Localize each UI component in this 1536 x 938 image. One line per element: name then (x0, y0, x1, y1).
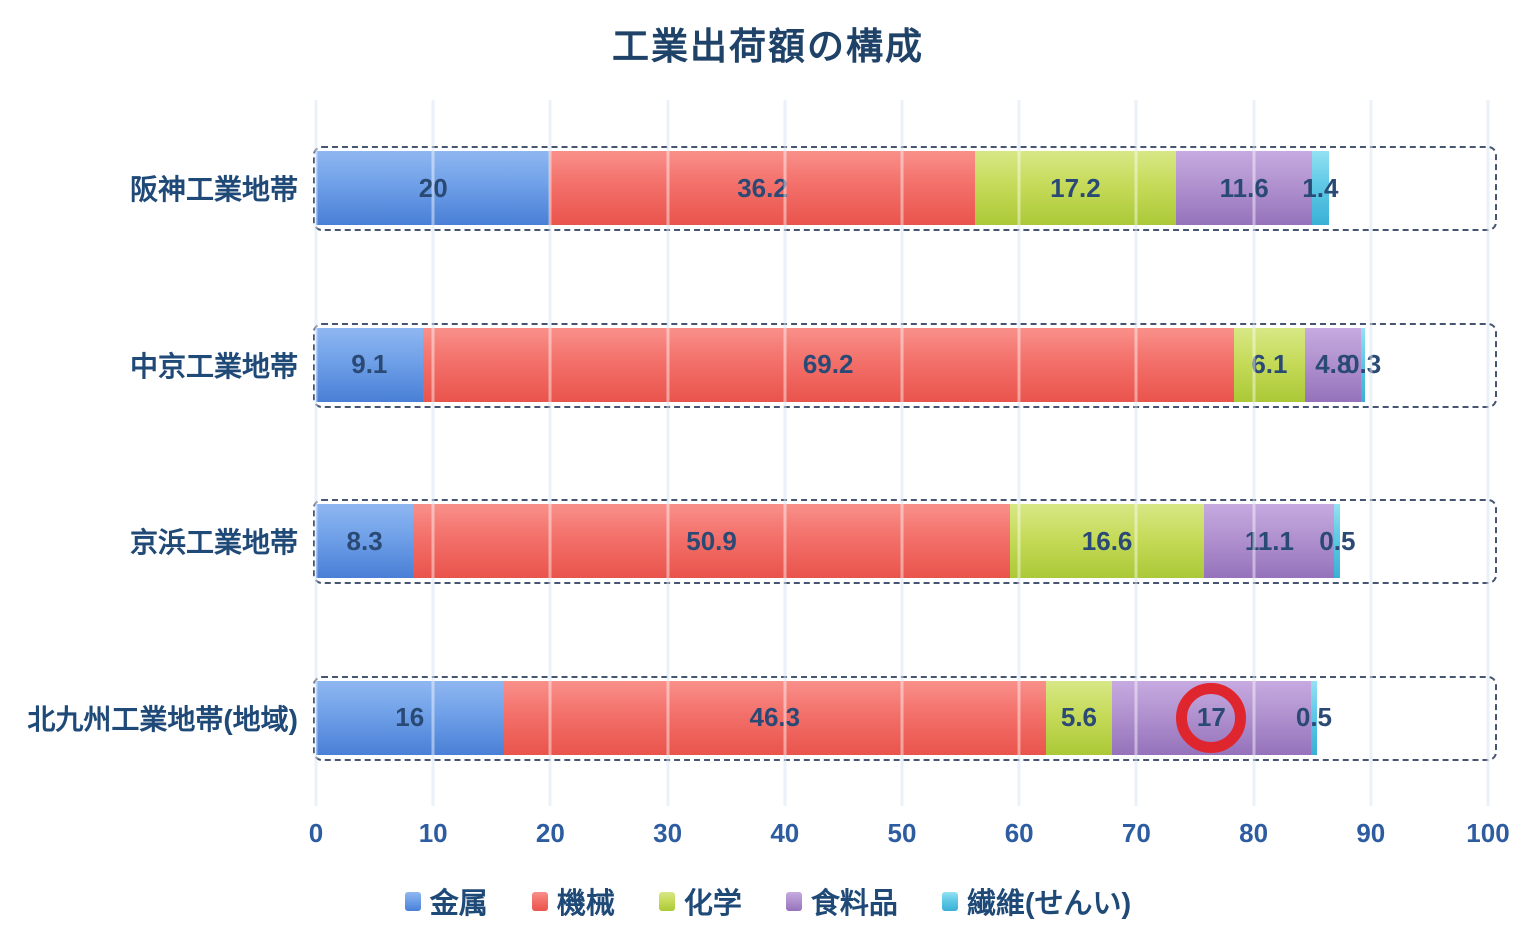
value-label: 16.6 (1081, 525, 1133, 556)
stacked-bar: 9.1 69.2 6.1 4.8 0.3 (313, 322, 1497, 408)
x-tick-label: 0 (308, 818, 324, 848)
value-label: 9.1 (351, 349, 388, 380)
legend-label: 化学 (683, 888, 742, 920)
legend-item: 金属 (404, 880, 488, 922)
legend-label: 食料品 (810, 888, 898, 920)
value-label: 11.6 (1219, 172, 1269, 203)
bar-segment-1: 36.2 (550, 151, 975, 226)
value-label: 20 (418, 172, 448, 203)
bar-segment-4: 0.3 (1345, 327, 1381, 402)
value-label: 0.5 (1295, 702, 1333, 733)
bar-segment-4: 0.5 (1319, 504, 1355, 579)
x-tick-label: 10 (418, 818, 448, 848)
bar-segment-0: 9.1 (316, 327, 423, 402)
legend: 金属 機械 化学 食料品 繊維(せんい) (0, 880, 1536, 922)
legend-swatch (404, 891, 421, 911)
x-tick-label: 60 (1004, 818, 1034, 848)
bar-segment-3: 11.1 (1204, 504, 1335, 579)
value-label: 5.6 (1060, 702, 1098, 733)
legend-swatch (658, 891, 675, 911)
chart-title: 工業出荷額の構成 (612, 26, 924, 67)
gridline (900, 100, 904, 806)
value-label: 17 (1196, 702, 1226, 733)
bar-segment-1: 46.3 (503, 680, 1047, 755)
bar-segment-3: 11.6 (1176, 151, 1313, 226)
bar-segment-1: 50.9 (413, 504, 1010, 579)
x-tick-label: 80 (1239, 818, 1269, 848)
bar-segment-2: 17.2 (974, 151, 1177, 226)
x-tick-label: 100 (1466, 818, 1510, 848)
legend-swatch (785, 891, 802, 911)
value-label: 50.9 (686, 525, 737, 556)
stacked-bar: 20 36.2 17.2 11.6 1.4 (313, 146, 1497, 232)
gridline (1134, 100, 1138, 806)
value-label: 0.3 (1345, 349, 1382, 380)
gridline (666, 100, 670, 806)
x-tick-label: 70 (1121, 818, 1151, 848)
bar-row: 中京工業地帯 9.1 69.2 6.1 4.8 0.3 (130, 277, 1497, 454)
gridline (783, 100, 787, 806)
gridline (548, 100, 552, 806)
x-tick-label: 90 (1356, 818, 1386, 848)
value-label: 17.2 (1050, 172, 1101, 203)
x-axis: 0 10 20 30 40 50 60 70 80 90 100 (309, 818, 1510, 852)
legend-swatch (941, 891, 958, 911)
bar-segment-1: 69.2 (422, 327, 1234, 402)
value-label: 46.3 (749, 702, 801, 733)
value-label: 4.8 (1315, 349, 1352, 380)
bar-segment-3: 4.8 (1305, 327, 1362, 402)
legend-label: 繊維(せんい) (966, 888, 1132, 920)
legend-swatch (531, 891, 548, 911)
stacked-bar: 8.3 50.9 16.6 11.1 0.5 (313, 499, 1497, 585)
legend-label: 機械 (556, 888, 615, 920)
bar-segment-0: 16 (316, 680, 504, 755)
bar-row: 阪神工業地帯 20 36.2 17.2 11.6 1.4 (130, 100, 1497, 277)
bar-row: 京浜工業地帯 8.3 50.9 16.6 11.1 0.5 (130, 453, 1497, 630)
legend-item: 化学 (658, 880, 742, 922)
x-tick-label: 30 (653, 818, 683, 848)
legend-item: 機械 (531, 880, 615, 922)
bar-segment-4: 0.5 (1296, 680, 1332, 755)
category-label: 京浜工業地帯 (129, 527, 298, 559)
legend-item: 繊維(せんい) (941, 880, 1132, 922)
gridline (1486, 100, 1490, 806)
bar-segment-2: 5.6 (1046, 680, 1112, 755)
bar-segment-3: 17 (1111, 680, 1311, 755)
gridline (1017, 100, 1021, 806)
value-label: 6.1 (1251, 349, 1288, 380)
bar-segment-0: 8.3 (316, 504, 414, 579)
bar-segment-4: 1.4 (1302, 151, 1338, 226)
value-label: 0.5 (1319, 525, 1356, 556)
x-tick-label: 20 (535, 818, 565, 848)
value-label: 11.1 (1244, 525, 1294, 556)
gridline (1252, 100, 1256, 806)
category-label: 北九州工業地帯(地域) (27, 703, 298, 735)
x-tick-label: 50 (887, 818, 917, 848)
stacked-bar: 16 46.3 5.6 17 0.5 (313, 675, 1497, 761)
value-label: 36.2 (737, 172, 788, 203)
value-label: 8.3 (346, 525, 383, 556)
value-label: 69.2 (802, 349, 854, 380)
category-label: 阪神工業地帯 (129, 174, 298, 206)
bar-rows: 阪神工業地帯 20 36.2 17.2 11.6 1.4 中京工業地帯 9.1 69.2 6.1 4… (27, 100, 1497, 807)
plot-area: 阪神工業地帯 20 36.2 17.2 11.6 1.4 中京工業地帯 9.1 69.2 6.1 4… (27, 100, 1497, 807)
value-label: 16 (395, 702, 425, 733)
bar-segment-2: 6.1 (1233, 327, 1306, 402)
gridline (314, 100, 318, 806)
gridline (1369, 100, 1373, 806)
value-label: 1.4 (1302, 172, 1339, 203)
legend-label: 金属 (429, 888, 488, 920)
bar-segment-0: 20 (316, 151, 551, 226)
category-label: 中京工業地帯 (129, 350, 298, 382)
bar-segment-2: 16.6 (1009, 504, 1205, 579)
bar-row: 北九州工業地帯(地域) 16 46.3 5.6 17 0.5 (27, 630, 1497, 807)
x-tick-label: 40 (770, 818, 800, 848)
legend-item: 食料品 (785, 880, 898, 922)
gridline (431, 100, 435, 806)
